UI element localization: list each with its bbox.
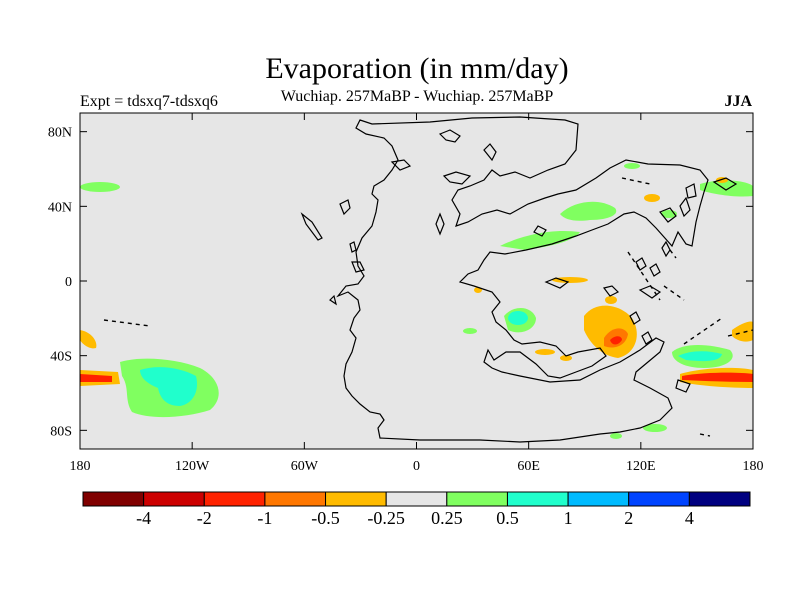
colorbar-swatch — [567, 491, 630, 507]
y-tick-label: 0 — [65, 275, 72, 290]
colorbar-swatch — [82, 491, 145, 507]
dashed-coast — [669, 249, 677, 259]
island-coastline — [435, 212, 445, 236]
colorbar-swatch — [325, 491, 387, 507]
island-coastline — [641, 331, 653, 345]
anomaly-patch — [140, 367, 198, 406]
anomaly-patch — [463, 328, 477, 334]
colorbar-label: -0.25 — [367, 508, 405, 528]
colorbar: -4 -2 -1 -0.5 -0.25 0.25 0.5 1 2 4 — [82, 491, 751, 528]
colorbar-label: 1 — [564, 508, 573, 528]
colorbar-swatch — [385, 491, 448, 507]
coastlines — [300, 116, 738, 443]
colorbar-label: -4 — [136, 508, 151, 528]
pangaea-coastline — [336, 116, 709, 443]
y-tick-label: 40S — [50, 350, 72, 365]
y-tick-label: 40N — [48, 200, 72, 215]
island-coastline — [300, 212, 323, 241]
island-coastline — [438, 129, 461, 143]
y-tick-label: 80S — [50, 424, 72, 439]
y-axis: 80N 40N 0 40S 80S — [48, 126, 753, 439]
anomaly-patch — [80, 374, 112, 382]
island-coastline — [544, 277, 570, 289]
island-coastline — [638, 285, 662, 299]
colorbar-swatch — [688, 491, 751, 507]
colorbar-swatch — [264, 491, 327, 507]
anomaly-patches — [80, 163, 753, 439]
colorbar-label: 2 — [624, 508, 633, 528]
y-tick-label: 80N — [48, 126, 72, 141]
island-coastline — [329, 294, 337, 306]
x-axis: 180 120W 60W 0 60E 120E 180 — [70, 113, 764, 474]
map-title: Evaporation (in mm/day) — [265, 52, 569, 85]
anomaly-patch — [80, 330, 97, 349]
dashed-coast — [699, 433, 711, 437]
experiment-label: Expt = tdsxq7-tdsxq6 — [80, 93, 218, 110]
anomaly-patch — [560, 355, 572, 361]
island-coastline — [390, 159, 412, 171]
island-coastline — [533, 225, 547, 237]
island-coastline — [712, 177, 738, 191]
map-subtitle: Wuchiap. 257MaBP - Wuchiap. 257MaBP — [280, 88, 554, 105]
x-tick-label: 180 — [743, 459, 764, 474]
x-tick-label: 180 — [70, 459, 91, 474]
island-coastline — [685, 183, 697, 199]
x-tick-label: 60E — [517, 459, 540, 474]
anomaly-patch — [644, 194, 660, 202]
x-tick-label: 120E — [626, 459, 656, 474]
colorbar-label: -2 — [197, 508, 212, 528]
island-coastline — [659, 207, 677, 223]
anomaly-patch — [560, 201, 617, 221]
anomaly-patch — [508, 311, 528, 325]
colorbar-label: -0.5 — [311, 508, 340, 528]
island-coastline — [649, 263, 661, 277]
anomaly-patch — [700, 180, 753, 197]
x-tick-label: 0 — [413, 459, 420, 474]
colorbar-label: 0.25 — [431, 508, 463, 528]
anomaly-patch — [678, 351, 722, 362]
anomaly-patch — [535, 349, 555, 355]
anomaly-patch — [605, 296, 617, 304]
island-coastline — [629, 311, 641, 325]
x-tick-label: 60W — [291, 459, 319, 474]
anomaly-patch — [682, 372, 753, 382]
anomaly-patch — [552, 277, 588, 283]
anomaly-patch — [80, 182, 120, 192]
anomaly-patch — [624, 163, 640, 169]
anomaly-patch — [732, 321, 753, 342]
anomaly-patch — [610, 336, 622, 345]
island-coastline — [602, 285, 620, 297]
island-coastline — [349, 241, 357, 253]
colorbar-swatch — [628, 491, 690, 507]
colorbar-swatch — [506, 491, 569, 507]
x-tick-label: 120W — [175, 459, 210, 474]
island-coastline — [339, 199, 351, 216]
colorbar-label: -1 — [257, 508, 272, 528]
colorbar-label: 4 — [685, 508, 694, 528]
season-label: JJA — [724, 93, 752, 110]
anomaly-patch — [500, 230, 580, 250]
dashed-coast-segments — [103, 177, 754, 437]
island-coastline — [675, 379, 691, 393]
dashed-coast — [627, 251, 661, 301]
anomaly-patch — [643, 424, 667, 432]
colorbar-swatch — [446, 491, 508, 507]
colorbar-swatch — [143, 491, 205, 507]
colorbar-label: 0.5 — [496, 508, 519, 528]
anomaly-patch — [610, 433, 622, 439]
island-coastline — [351, 261, 365, 273]
island-coastline — [679, 196, 691, 218]
island-coastline — [442, 171, 472, 185]
island-coastline — [483, 143, 497, 162]
colorbar-swatch — [203, 491, 266, 507]
